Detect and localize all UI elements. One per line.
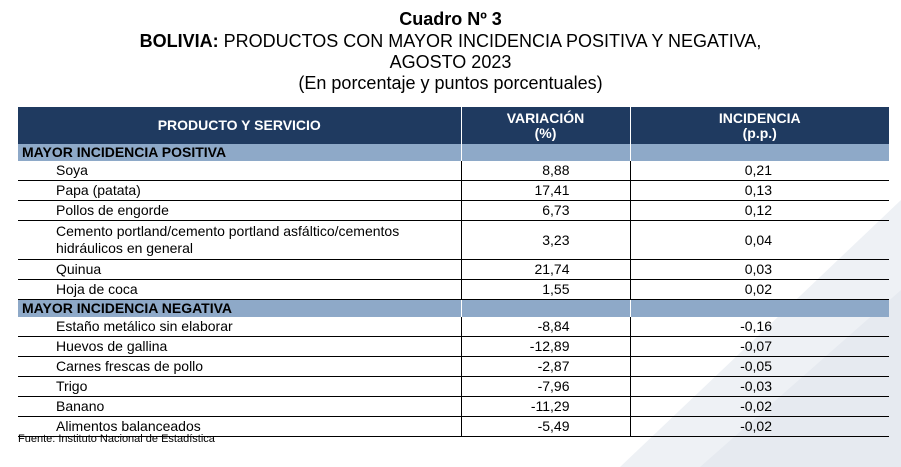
title-country: BOLIVIA:	[139, 31, 219, 51]
title-block: Cuadro Nº 3 BOLIVIA: PRODUCTOS CON MAYOR…	[0, 8, 901, 93]
incidence-cell: 0,21	[629, 161, 889, 181]
variation-cell: 1,55	[460, 279, 630, 300]
product-cell: Banano	[18, 396, 461, 417]
variation-cell: -2,87	[460, 356, 630, 377]
incidence-cell: -0,02	[629, 396, 889, 417]
product-cell: Hoja de coca	[18, 279, 461, 300]
header-product: PRODUCTO Y SERVICIO	[18, 107, 461, 144]
incidence-cell: 0,04	[629, 220, 889, 260]
variation-cell: -7,96	[460, 376, 630, 397]
header-variation-label: VARIACIÓN	[506, 109, 585, 126]
incidence-cell: 0,12	[629, 200, 889, 221]
incidence-table: PRODUCTO Y SERVICIO VARIACIÓN (%) INCIDE…	[18, 107, 889, 437]
product-cell: Papa (patata)	[18, 180, 461, 201]
table-body: MAYOR INCIDENCIA POSITIVA Soya 8,88 0,21…	[18, 144, 889, 437]
variation-cell: 6,73	[460, 200, 630, 221]
table-row: Banano -11,29 -0,02	[18, 396, 889, 417]
incidence-cell: -0,02	[629, 416, 889, 437]
incidence-cell: 0,13	[629, 180, 889, 201]
table-row: Soya 8,88 0,21	[18, 161, 889, 181]
incidence-cell: -0,16	[629, 317, 889, 337]
variation-cell: 17,41	[460, 180, 630, 201]
table-row: Quinua 21,74 0,03	[18, 259, 889, 280]
incidence-cell: -0,07	[629, 336, 889, 357]
variation-cell: -11,29	[460, 396, 630, 417]
product-cell: Cemento portland/cemento portland asfált…	[18, 220, 461, 260]
section-negative-label: MAYOR INCIDENCIA NEGATIVA	[18, 299, 461, 317]
section-positive-label: MAYOR INCIDENCIA POSITIVA	[18, 144, 461, 161]
incidence-cell: 0,03	[629, 259, 889, 280]
header-incidence: INCIDENCIA (p.p.)	[629, 107, 889, 144]
variation-cell: -12,89	[460, 336, 630, 357]
title-period: AGOSTO 2023	[389, 52, 512, 72]
section-negative: MAYOR INCIDENCIA NEGATIVA	[18, 299, 889, 317]
table-row: Cemento portland/cemento portland asfált…	[18, 220, 889, 260]
table-row: Estaño metálico sin elaborar -8,84 -0,16	[18, 317, 889, 337]
variation-cell: 21,74	[460, 259, 630, 280]
incidence-cell: -0,05	[629, 356, 889, 377]
table-row: Trigo -7,96 -0,03	[18, 376, 889, 397]
variation-cell: 8,88	[460, 161, 630, 181]
incidence-cell: -0,03	[629, 376, 889, 397]
source-note: Fuente: Instituto Nacional de Estadístic…	[18, 433, 215, 445]
header-incidence-label: INCIDENCIA	[718, 109, 801, 126]
table-row: Carnes frescas de pollo -2,87 -0,05	[18, 356, 889, 377]
product-cell: Trigo	[18, 376, 461, 397]
title-units: (En porcentaje y puntos porcentuales)	[298, 73, 603, 93]
variation-cell: -8,84	[460, 317, 630, 337]
product-cell: Quinua	[18, 259, 461, 280]
table-row: Pollos de engorde 6,73 0,12	[18, 200, 889, 221]
table-header-row: PRODUCTO Y SERVICIO VARIACIÓN (%) INCIDE…	[18, 107, 889, 144]
variation-cell: -5,49	[460, 416, 630, 437]
table-number: Cuadro Nº 3	[399, 9, 502, 29]
table-row: Alimentos balanceados -5,49 -0,02	[18, 416, 889, 437]
product-cell: Huevos de gallina	[18, 336, 461, 357]
table-row: Hoja de coca 1,55 0,02	[18, 279, 889, 300]
table-row: Huevos de gallina -12,89 -0,07	[18, 336, 889, 357]
table-title: BOLIVIA: PRODUCTOS CON MAYOR INCIDENCIA …	[0, 30, 901, 52]
product-cell: Pollos de engorde	[18, 200, 461, 221]
product-cell: Carnes frescas de pollo	[18, 356, 461, 377]
incidence-cell: 0,02	[629, 279, 889, 300]
product-cell: Estaño metálico sin elaborar	[18, 317, 461, 337]
product-cell: Alimentos balanceados	[18, 416, 461, 437]
header-incidence-unit: (p.p.)	[742, 124, 777, 141]
header-variation: VARIACIÓN (%)	[460, 107, 630, 144]
table-row: Papa (patata) 17,41 0,13	[18, 180, 889, 201]
section-positive: MAYOR INCIDENCIA POSITIVA	[18, 144, 889, 161]
title-description: PRODUCTOS CON MAYOR INCIDENCIA POSITIVA …	[218, 31, 762, 51]
product-cell: Soya	[18, 161, 461, 181]
header-variation-unit: (%)	[534, 124, 557, 141]
variation-cell: 3,23	[460, 220, 630, 260]
